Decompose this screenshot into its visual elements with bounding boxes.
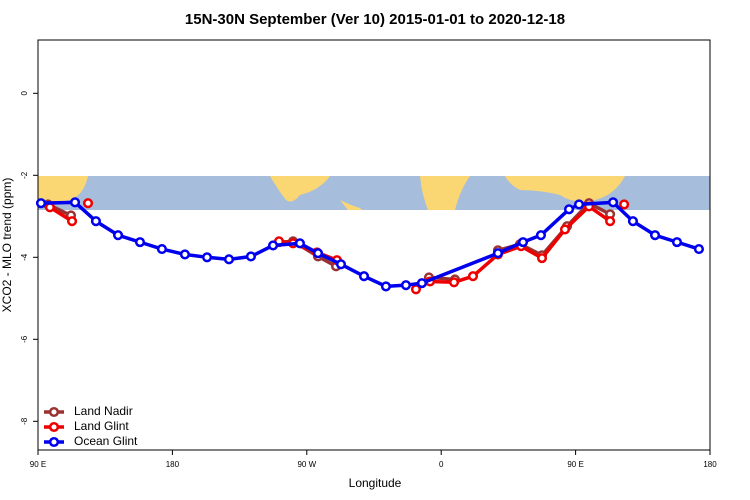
chart-title: 15N-30N September (Ver 10) 2015-01-01 to… xyxy=(185,11,565,28)
series-point xyxy=(448,277,460,288)
legend-label: Ocean Glint xyxy=(74,434,138,448)
x-tick-label: 90 E xyxy=(30,460,46,469)
y-tick-label: -4 xyxy=(20,253,29,261)
series-line xyxy=(50,204,624,289)
series-point xyxy=(35,198,47,209)
series-point xyxy=(179,249,190,260)
series-point xyxy=(380,281,391,292)
y-tick-label: -6 xyxy=(20,335,29,343)
plot-frame xyxy=(37,39,711,451)
series-point xyxy=(82,198,94,209)
x-tick-label: 180 xyxy=(166,460,180,469)
series-point xyxy=(66,216,78,227)
legend-label: Land Nadir xyxy=(74,404,133,418)
series-point xyxy=(223,254,235,265)
series-point xyxy=(201,252,213,263)
series-point xyxy=(294,238,305,249)
series-point xyxy=(671,237,683,248)
x-tick-label: 90 W xyxy=(297,460,316,469)
x-tick-label: 90 E xyxy=(567,460,583,469)
y-axis-label: XCO2 - MLO trend (ppm) xyxy=(0,178,14,313)
series-point xyxy=(573,199,585,210)
y-tick-label: 0 xyxy=(20,91,29,96)
series-point xyxy=(536,253,548,264)
y-tick-label: -2 xyxy=(20,171,29,179)
map-band xyxy=(38,176,710,210)
series-point xyxy=(400,280,412,291)
series-point xyxy=(605,216,616,227)
series-line xyxy=(40,200,700,289)
series-point xyxy=(467,271,479,282)
x-axis-label: Longitude xyxy=(349,476,402,490)
series-point xyxy=(608,197,619,208)
series-point xyxy=(627,216,638,227)
series-point xyxy=(649,230,661,241)
series-point xyxy=(112,230,124,241)
series-point xyxy=(156,244,167,255)
series-point xyxy=(90,216,101,227)
series-point xyxy=(416,278,427,289)
series-point xyxy=(559,224,571,235)
x-tick-label: 180 xyxy=(703,460,717,469)
series-point xyxy=(492,248,503,259)
series-point xyxy=(563,204,575,215)
legend-marker xyxy=(48,436,60,448)
series-point xyxy=(535,230,547,241)
x-tick-label: 0 xyxy=(439,460,444,469)
series-point xyxy=(335,259,347,270)
legend-marker xyxy=(48,421,60,433)
series-point xyxy=(134,237,146,248)
legend-marker xyxy=(48,406,60,418)
y-tick-label: -8 xyxy=(20,417,29,425)
series-point xyxy=(312,248,324,259)
series-point xyxy=(693,244,704,255)
series-point xyxy=(358,271,370,282)
series-point xyxy=(517,237,529,248)
series-point xyxy=(619,199,630,210)
series-point xyxy=(268,240,279,251)
series-point xyxy=(69,197,81,208)
series-point xyxy=(245,251,256,262)
legend-label: Land Glint xyxy=(74,419,129,433)
